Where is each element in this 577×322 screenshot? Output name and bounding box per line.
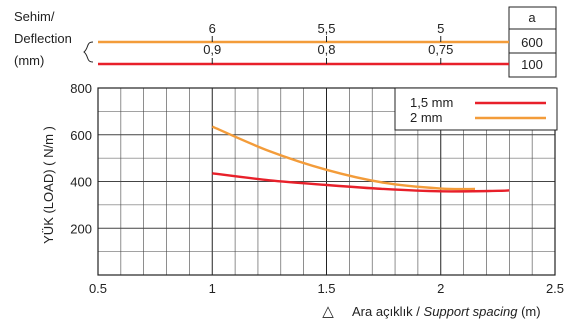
deflection-a-value: 100 [521,57,543,72]
deflection-a-value: 600 [521,35,543,50]
y-tick-label: 600 [70,128,92,143]
tick-layer: 0.5 1 1.5 2 2.5 200 400 600 800 [70,81,564,296]
legend-box [394,87,558,131]
deflection-mark-label: 5 [437,21,444,36]
legend-label: 1,5 mm [410,95,453,110]
deflection-mark-label: 6 [209,21,216,36]
deflection-column-header: a [528,10,536,25]
y-tick-label: 400 [70,175,92,190]
legend: 1,5 mm2 mm [394,87,558,131]
deflection-mark-label: 0,9 [203,42,221,57]
deflection-mark-label: 0,75 [428,42,453,57]
series-layer [211,125,510,193]
deflection-block: Sehim/ Deflection (mm) a 600 6 5,5 5 100 0,9 0… [14,6,557,78]
x-axis-label: Ara açıklık / Support spacing (m) [352,304,541,319]
deflection-label-line-3: (mm) [14,53,44,68]
spacing-symbol: △ [322,303,334,320]
x-tick-label: 2 [437,281,444,296]
x-axis-label-italic: Support spacing [424,304,519,319]
y-tick-label: 200 [70,221,92,236]
deflection-mark-label: 5,5 [317,21,335,36]
y-axis-label: YÜK (LOAD) ( N/m ) [41,126,56,244]
x-tick-label: 2.5 [546,281,564,296]
x-axis-label-prefix: Ara açıklık / [352,304,424,319]
x-tick-label: 0.5 [89,281,107,296]
deflection-mark-label: 0,8 [317,42,335,57]
series-line [211,125,476,191]
plot-frame [97,87,556,276]
deflection-label-line-1: Sehim/ [14,9,55,24]
x-axis-label-suffix: (m) [517,304,540,319]
series-line [212,172,510,193]
deflection-label-line-2: Deflection [14,31,72,46]
x-tick-label: 1.5 [317,281,335,296]
x-tick-label: 1 [209,281,216,296]
deflection-brace [83,41,94,63]
legend-label: 2 mm [410,110,443,125]
y-tick-label: 800 [70,81,92,96]
